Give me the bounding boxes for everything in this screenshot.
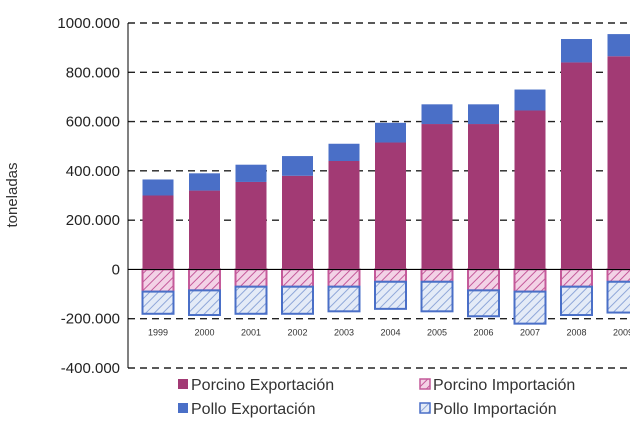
y-tick-label: -400.000 bbox=[61, 360, 120, 377]
legend-swatch bbox=[178, 379, 188, 389]
bar-pollo-exportaci-n-2006 bbox=[468, 104, 499, 125]
legend-label: Pollo Importación bbox=[433, 401, 557, 418]
bar-porcino-exportaci-n-1999 bbox=[142, 195, 174, 270]
bar-porcino-exportaci-n-2007 bbox=[514, 110, 546, 270]
legend-swatch bbox=[419, 378, 431, 390]
bar-porcino-importaci-n-2003 bbox=[327, 268, 361, 288]
y-tick-label: 1000.000 bbox=[57, 15, 120, 32]
bar-porcino-importaci-n-2008 bbox=[560, 268, 593, 288]
bar-porcino-importaci-n-2004 bbox=[374, 268, 407, 283]
bar-porcino-exportaci-n-2003 bbox=[328, 161, 360, 270]
bar-porcino-importaci-n-2007 bbox=[513, 268, 547, 293]
axes: 1000.000 800.000 600.000 400.000 200.000 0 -20… bbox=[57, 15, 630, 377]
bar-pollo-exportaci-n-2003 bbox=[328, 143, 360, 161]
bar-pollo-exportaci-n-2007 bbox=[514, 89, 546, 111]
bar-porcino-importaci-n-2000 bbox=[188, 268, 221, 292]
x-tick-label: 2005 bbox=[427, 328, 447, 338]
bar-pollo-exportaci-n-2000 bbox=[189, 173, 220, 191]
x-tick-label: 2000 bbox=[194, 328, 214, 338]
y-tick-label: 0 bbox=[112, 261, 120, 278]
x-tick-label: 2009 bbox=[613, 328, 630, 338]
bar-porcino-importaci-n-2001 bbox=[234, 268, 268, 288]
bar-pollo-importaci-n-2004 bbox=[374, 280, 407, 310]
y-tick-label: 400.000 bbox=[66, 163, 120, 180]
bar-porcino-exportaci-n-2008 bbox=[561, 62, 592, 270]
bar-pollo-exportaci-n-2008 bbox=[561, 39, 592, 63]
bar-porcino-exportaci-n-2002 bbox=[282, 175, 313, 270]
x-tick-label: 2001 bbox=[241, 328, 261, 338]
bar-pollo-exportaci-n-2004 bbox=[375, 122, 406, 143]
bar-porcino-exportaci-n-2009 bbox=[607, 56, 630, 270]
bar-porcino-exportaci-n-2000 bbox=[189, 190, 220, 270]
x-tick-label: 2002 bbox=[287, 328, 307, 338]
y-tick-label: 200.000 bbox=[66, 212, 120, 229]
x-tick-label: 2007 bbox=[520, 328, 540, 338]
y-tick-label: 800.000 bbox=[66, 64, 120, 81]
legend-label: Pollo Exportación bbox=[191, 401, 316, 418]
x-tick-label: 2004 bbox=[380, 328, 400, 338]
bar-pollo-importaci-n-1999 bbox=[141, 290, 175, 315]
bar-pollo-exportaci-n-2002 bbox=[282, 156, 313, 176]
legend-swatch bbox=[419, 402, 431, 414]
bar-porcino-importaci-n-1999 bbox=[141, 268, 175, 293]
legend-label: Porcino Exportación bbox=[191, 377, 334, 394]
y-tick-label: 600.000 bbox=[66, 114, 120, 131]
bar-pollo-importaci-n-2000 bbox=[188, 289, 221, 317]
bar-porcino-exportaci-n-2004 bbox=[375, 142, 406, 270]
bar-porcino-exportaci-n-2001 bbox=[235, 181, 267, 270]
x-tick-label: 2008 bbox=[566, 328, 586, 338]
y-axis-label: toneladas bbox=[4, 162, 21, 227]
x-tick-label: 1999 bbox=[148, 328, 168, 338]
bar-pollo-importaci-n-2002 bbox=[281, 285, 314, 315]
y-tick-label: -200.000 bbox=[61, 311, 120, 328]
x-tick-label: 2006 bbox=[473, 328, 493, 338]
bar-pollo-importaci-n-2009 bbox=[606, 280, 630, 314]
legend: Porcino Exportación Porcino Importación Po… bbox=[178, 377, 575, 418]
bars bbox=[141, 34, 630, 325]
bar-porcino-exportaci-n-2005 bbox=[421, 124, 453, 270]
bar-pollo-importaci-n-2005 bbox=[420, 280, 454, 313]
bar-porcino-importaci-n-2006 bbox=[467, 268, 500, 292]
bar-pollo-exportaci-n-2005 bbox=[421, 104, 453, 125]
bar-pollo-importaci-n-2008 bbox=[560, 285, 593, 317]
bar-porcino-importaci-n-2002 bbox=[281, 268, 314, 288]
bar-porcino-importaci-n-2009 bbox=[606, 268, 630, 283]
bar-pollo-importaci-n-2007 bbox=[513, 290, 547, 325]
legend-swatch bbox=[178, 403, 188, 413]
bar-porcino-exportaci-n-2006 bbox=[468, 124, 499, 270]
bar-porcino-importaci-n-2005 bbox=[420, 268, 454, 283]
bar-pollo-importaci-n-2003 bbox=[327, 285, 361, 313]
x-tick-label: 2003 bbox=[334, 328, 354, 338]
bar-pollo-importaci-n-2006 bbox=[467, 289, 500, 318]
bar-pollo-exportaci-n-1999 bbox=[142, 179, 174, 196]
bar-pollo-exportaci-n-2001 bbox=[235, 164, 267, 182]
bar-pollo-importaci-n-2001 bbox=[234, 285, 268, 315]
legend-label: Porcino Importación bbox=[433, 377, 575, 394]
bar-pollo-exportaci-n-2009 bbox=[607, 34, 630, 57]
